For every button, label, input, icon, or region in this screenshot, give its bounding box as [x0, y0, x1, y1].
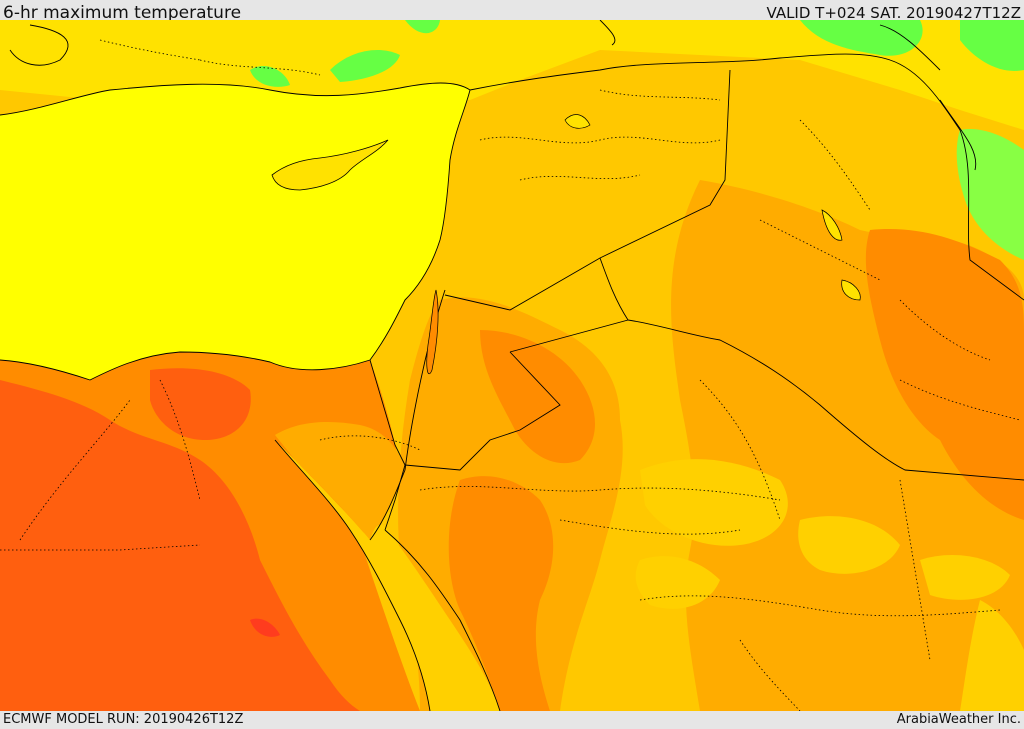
footer-bar: ECMWF MODEL RUN: 20190426T12Z ArabiaWeat… [0, 711, 1024, 729]
temp-zone-hot-spot [250, 618, 280, 637]
temp-zone-green-4 [960, 20, 1024, 71]
temp-zone-arabia-red [448, 476, 554, 711]
persian-gulf [960, 600, 1024, 711]
map-title: 6-hr maximum temperature [3, 3, 242, 23]
temp-zone-green-1 [330, 50, 400, 82]
temp-zone-sinai [275, 422, 405, 540]
temp-zone-gold-patch-2 [798, 516, 900, 574]
temp-zone-green-2 [250, 65, 290, 87]
temp-zone-gold-patch-3 [635, 556, 720, 609]
temp-zone-green-5 [956, 129, 1024, 260]
valid-time: VALID T+024 SAT. 20190427T12Z [766, 4, 1021, 22]
header-bar: 6-hr maximum temperature VALID T+024 SAT… [0, 0, 1024, 23]
admin-borders [0, 39, 1021, 711]
temp-zone-gold-patch-1 [640, 459, 788, 546]
model-run-label: ECMWF MODEL RUN: 20190426T12Z [3, 712, 244, 727]
country-borders [369, 53, 1024, 531]
temp-zone-egypt-red-2 [150, 368, 251, 440]
lake-razazza [841, 279, 861, 301]
temp-zone-gold-patch-4 [920, 555, 1010, 600]
temp-zone-iraq-deep [865, 229, 1024, 520]
red-sea [275, 440, 500, 711]
lake-tharthar [821, 209, 843, 241]
temp-zone-green-3 [800, 20, 923, 56]
temperature-map [0, 20, 1024, 711]
lake-assad [564, 114, 591, 129]
credit-label: ArabiaWeather Inc. [896, 712, 1021, 727]
cyprus-island [271, 139, 389, 191]
jordan-river [426, 289, 439, 375]
map-canvas [0, 20, 1024, 711]
temp-zone-jordan-orange [480, 330, 595, 464]
temp-zone-green-6 [405, 20, 440, 34]
